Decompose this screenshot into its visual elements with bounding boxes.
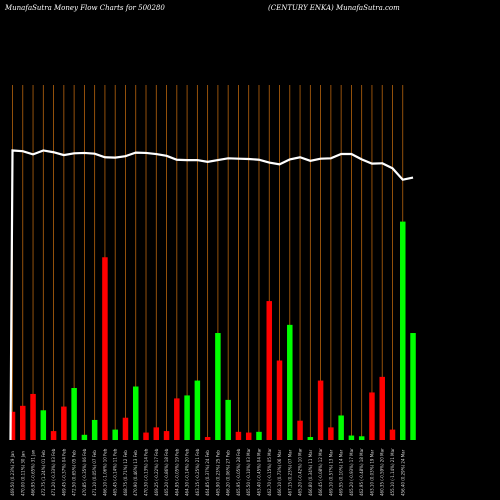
bar-36 xyxy=(369,392,375,440)
tick-label: 469.25 (-0.22%) 17 Feb xyxy=(154,448,159,496)
bar-12 xyxy=(122,417,129,440)
tick-label: 470.00 (0.11%) 30 Jan xyxy=(20,451,25,496)
tick-label: 466.20 (0.06%) 27 Feb xyxy=(226,450,231,496)
tick-label: 465.50 (-0.10%) 03 Mar xyxy=(246,448,251,496)
tick-label: 465.20 (-0.93%) 17 Mar xyxy=(349,448,354,496)
bar-10 xyxy=(102,257,108,440)
bar-29 xyxy=(297,420,303,440)
bar-13 xyxy=(132,386,139,440)
price-line xyxy=(9,149,414,441)
bar-18 xyxy=(184,395,190,440)
bar-40 xyxy=(410,333,416,440)
tick-label: 455.10 (-1.14%) 21 Mar xyxy=(390,448,395,496)
tick-label: 468.75 (0.71%) 12 Feb xyxy=(123,450,128,496)
tick-label: 463.15 (-0.25%) 21 Feb xyxy=(195,448,200,496)
bar-33 xyxy=(338,415,344,440)
bar-23 xyxy=(235,431,242,440)
bar-27 xyxy=(276,360,283,440)
tick-label: 470.85 (-0.35%) 06 Feb xyxy=(82,448,87,496)
tick-label: 465.20 (-0.86%) 18 Feb xyxy=(164,448,169,496)
tick-label: 460.35 (-0.59%) 20 Mar xyxy=(380,448,385,496)
tick-label: 464.95 (-0.05%) 19 Feb xyxy=(174,448,179,496)
tick-label: 464.30 (-0.14%) 20 Feb xyxy=(185,448,190,496)
tick-label: 463.40 (-0.45%) 04 Mar xyxy=(256,448,261,496)
tick-label: 472.50 (0.65%) 05 Feb xyxy=(72,450,77,496)
bar-6 xyxy=(61,406,67,440)
tick-label: 469.45 (-0.37%) 04 Feb xyxy=(61,448,66,496)
tick-label: 472.75 (1.24%) 01 Feb xyxy=(41,450,46,496)
bar-32 xyxy=(328,427,334,440)
bar-26 xyxy=(266,301,272,440)
tick-label: 465.20 (-0.42%) 10 Mar xyxy=(298,448,303,496)
bar-37 xyxy=(379,376,385,440)
bar-22 xyxy=(225,399,231,440)
tick-label: 462.70 (-0.15%) 05 Mar xyxy=(267,448,272,496)
bar-7 xyxy=(71,388,77,440)
tick-label: 465.95 (-0.05%) 28 Feb xyxy=(236,448,241,496)
bar-30 xyxy=(307,437,314,440)
gridlines xyxy=(12,85,404,440)
bar-1 xyxy=(9,411,16,440)
tick-label: 469.50 (0.23%) 29 Jan xyxy=(10,451,15,496)
tick-label: 470.30 (-0.13%) 14 Feb xyxy=(144,448,149,496)
bars-group xyxy=(9,221,416,440)
tick-label: 466.80 (0.34%) 11 Mar xyxy=(308,449,313,496)
bar-24 xyxy=(245,432,252,440)
bar-38 xyxy=(389,429,396,440)
bar-19 xyxy=(194,380,201,440)
tick-label: 467.15 (0.23%) 07 Mar xyxy=(287,449,292,496)
tick-label: 466.10 (-1.06%) 10 Feb xyxy=(102,448,107,496)
bar-16 xyxy=(163,431,170,440)
bar-4 xyxy=(40,410,47,440)
tick-label: 463.10 (0.03%) 19 Mar xyxy=(369,449,374,496)
tick-label: 464.85 (0.37%) 24 Feb xyxy=(205,450,210,496)
bar-20 xyxy=(204,437,211,440)
bar-25 xyxy=(256,431,262,440)
chart-title-left: MunafaSutra Money Flow Charts for 500280 xyxy=(4,4,165,12)
x-tick-labels: 469.50 (0.23%) 29 Jan 470.00 (0.11%) 30 J… xyxy=(10,448,405,496)
chart-title-right: (CENTURY ENKA) MunafaSutra.com xyxy=(268,4,400,12)
bar-14 xyxy=(143,432,149,440)
bar-28 xyxy=(287,324,293,440)
bar-35 xyxy=(358,436,365,440)
bar-2 xyxy=(20,405,26,440)
tick-label: 456.40 (0.29%) 24 Mar xyxy=(400,449,405,496)
tick-label: 469.55 (0.10%) 14 Mar xyxy=(339,449,344,496)
bar-34 xyxy=(348,435,355,440)
bar-21 xyxy=(215,333,221,440)
bar-9 xyxy=(91,419,98,440)
tick-label: 465.45 (-0.14%) 11 Feb xyxy=(113,448,118,496)
bar-5 xyxy=(50,431,57,440)
tick-label: 469.10 (0.57%) 13 Mar xyxy=(328,449,333,496)
tick-label: 466.45 (-0.08%) 12 Mar xyxy=(318,448,323,496)
bar-39 xyxy=(400,221,406,440)
tick-label: 470.90 (0.46%) 13 Feb xyxy=(133,450,138,496)
bar-3 xyxy=(30,393,36,440)
tick-label: 471.20 (-0.33%) 03 Feb xyxy=(51,448,56,496)
bar-15 xyxy=(153,427,160,440)
tick-label: 466.10 (0.73%) 06 Mar xyxy=(277,449,282,496)
bar-17 xyxy=(174,398,180,440)
bar-8 xyxy=(81,434,88,440)
price-line-group xyxy=(9,149,414,441)
bar-11 xyxy=(112,429,118,440)
bar-31 xyxy=(317,380,324,440)
tick-label: 462.95 (-0.48%) 18 Mar xyxy=(359,448,364,496)
tick-label: 471.10 (0.05%) 07 Feb xyxy=(92,450,97,496)
tick-label: 465.90 (0.23%) 25 Feb xyxy=(215,450,220,496)
tick-label: 466.95 (-0.65%) 31 Jan xyxy=(31,449,36,496)
